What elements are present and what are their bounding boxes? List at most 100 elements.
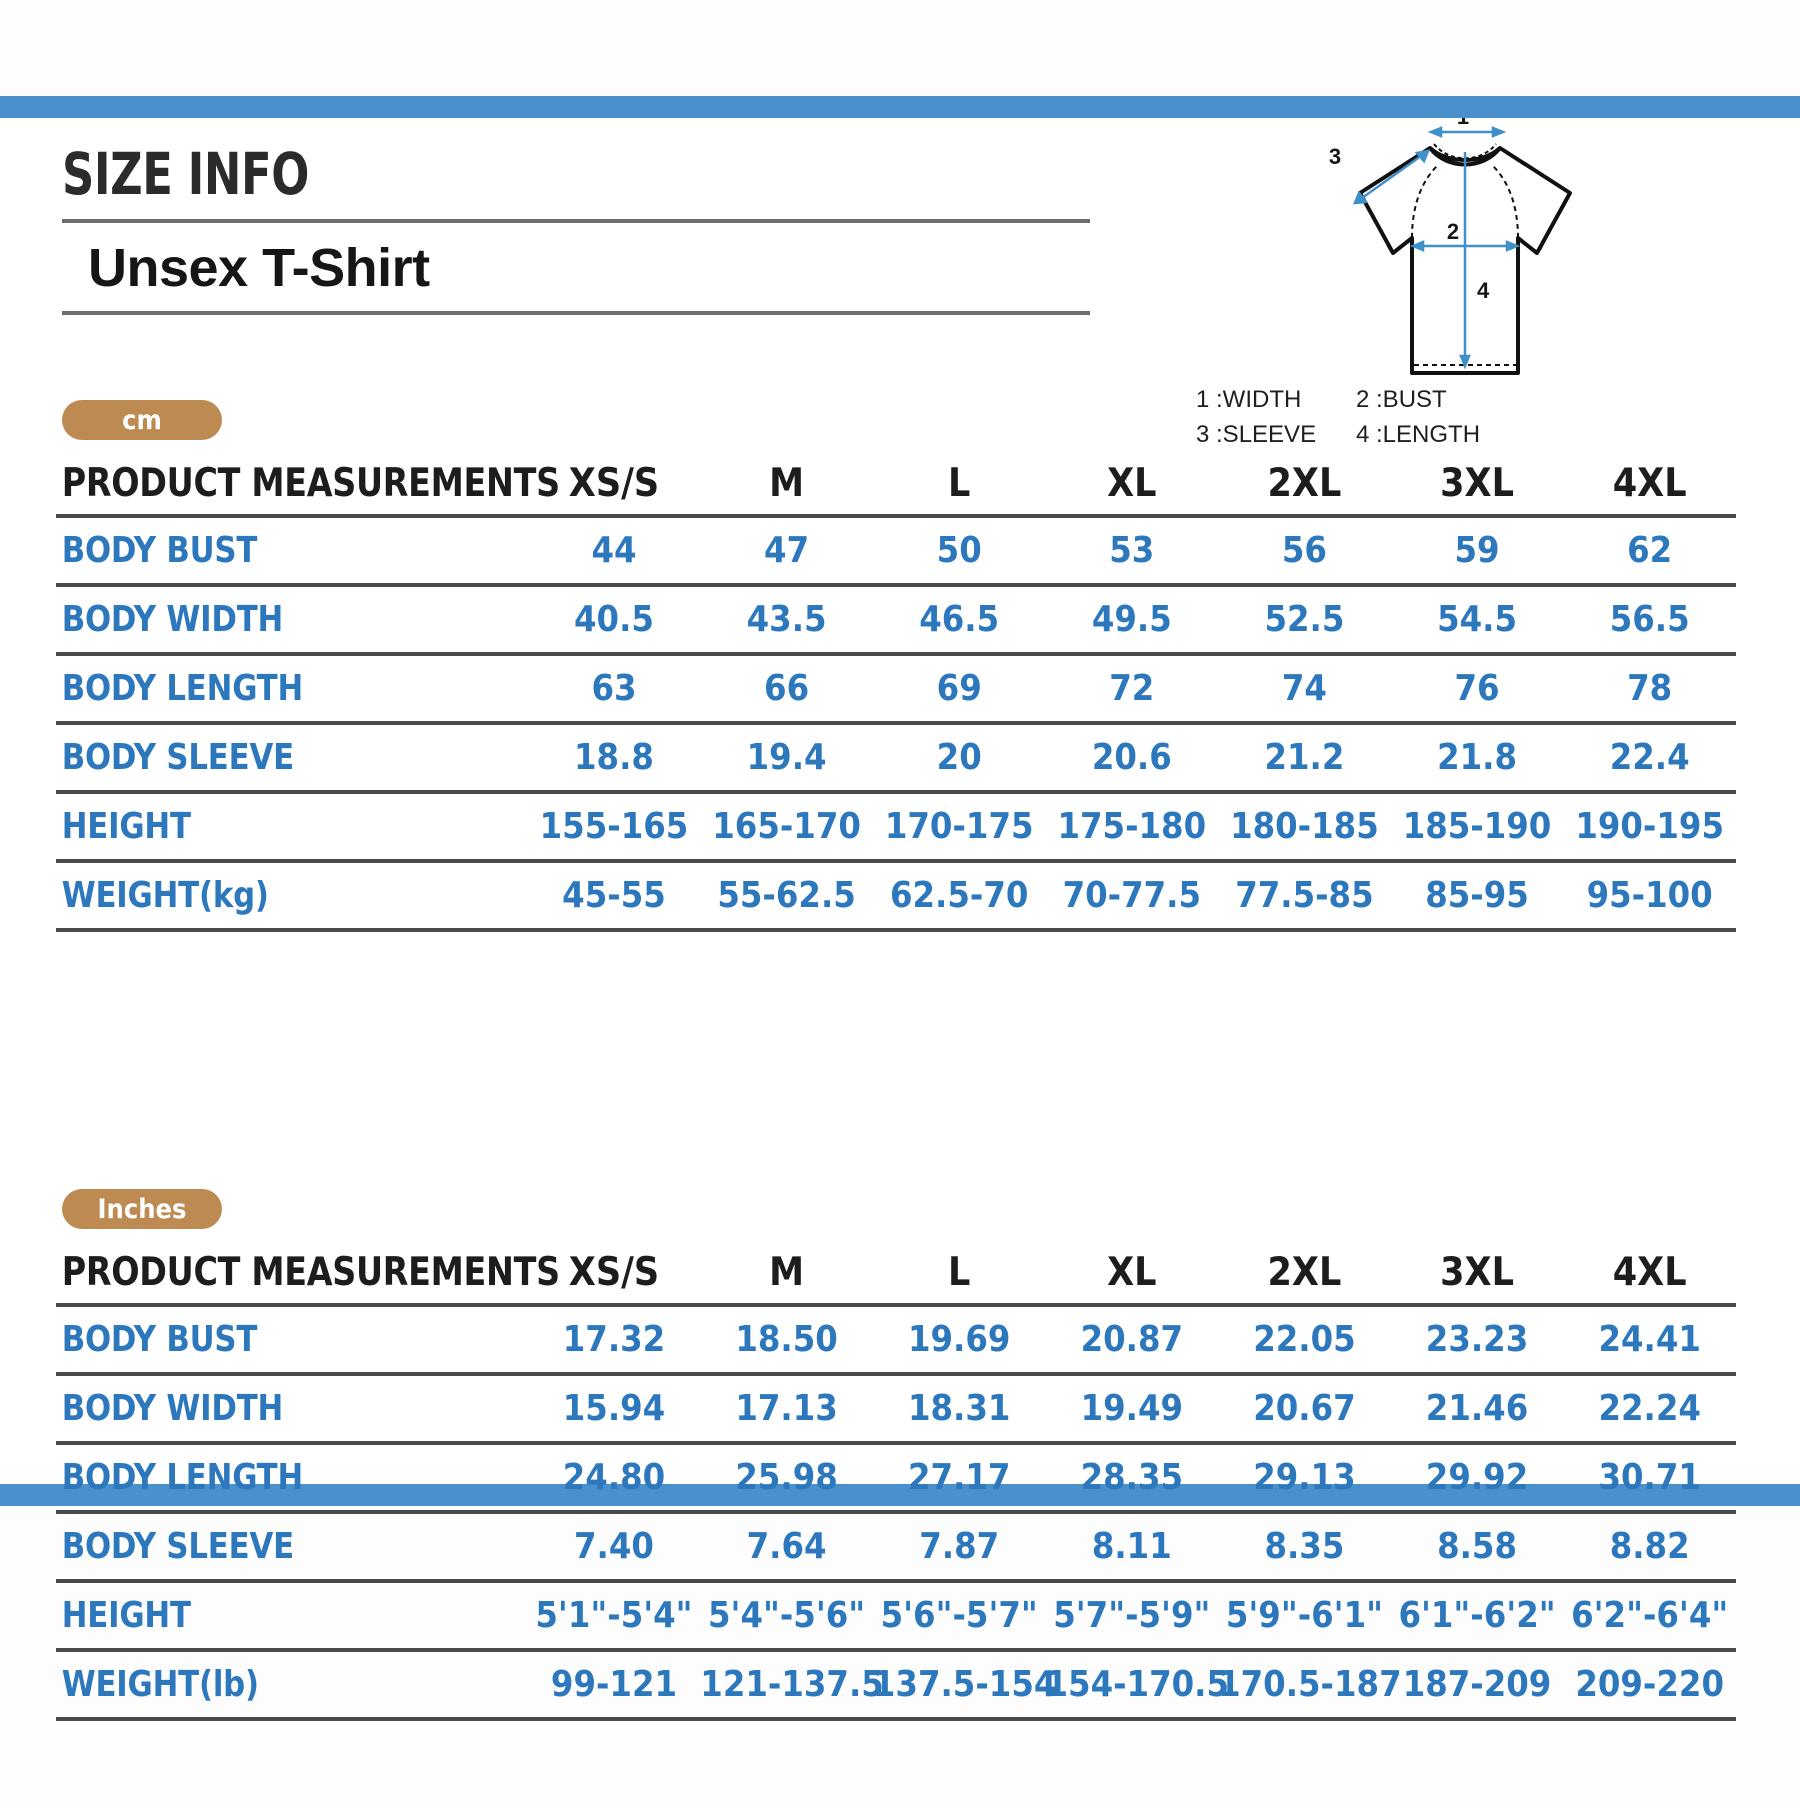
row-label: BODY SLEEVE bbox=[61, 737, 294, 778]
marker-3-label: 3 bbox=[1329, 144, 1341, 169]
cell-value: 49.5 bbox=[1091, 599, 1172, 640]
cell-value: 18.8 bbox=[574, 737, 654, 778]
cm-header-size-xss: XS/S bbox=[568, 460, 660, 506]
cell-value: 99-121 bbox=[550, 1664, 678, 1705]
cell-value: 19.69 bbox=[907, 1319, 1011, 1360]
row-label: BODY WIDTH bbox=[61, 1388, 284, 1429]
table-row: BODY WIDTH 15.94 17.13 18.31 19.49 20.67… bbox=[56, 1374, 1736, 1443]
inches-header-size-4xl: 4XL bbox=[1612, 1249, 1687, 1295]
table-row: HEIGHT 155-165 165-170 170-175 175-180 1… bbox=[56, 792, 1736, 861]
legend-length: 4 :LENGTH bbox=[1356, 420, 1481, 448]
cm-header-size-2xl: 2XL bbox=[1267, 460, 1342, 506]
row-label: BODY LENGTH bbox=[61, 668, 304, 709]
cm-header-size-3xl: 3XL bbox=[1440, 460, 1514, 506]
cell-value: 8.35 bbox=[1264, 1526, 1345, 1567]
cell-value: 74 bbox=[1281, 668, 1327, 709]
inches-header-measurements: PRODUCT MEASUREMENTS bbox=[61, 1249, 560, 1295]
tshirt-diagram-svg: 1 3 2 bbox=[1329, 104, 1572, 375]
row-label: BODY LENGTH bbox=[61, 1457, 304, 1498]
cell-value: 6'2"-6'4" bbox=[1571, 1595, 1729, 1636]
marker-2-label: 2 bbox=[1447, 219, 1459, 244]
cell-value: 8.11 bbox=[1091, 1526, 1172, 1567]
cm-table-head: PRODUCT MEASUREMENTS XS/S M L XL 2XL 3XL… bbox=[56, 452, 1736, 516]
product-subtitle: Unsex T-Shirt bbox=[88, 237, 430, 298]
inches-header-size-l: L bbox=[948, 1249, 971, 1295]
cell-value: 7.87 bbox=[919, 1526, 1000, 1567]
cell-value: 20 bbox=[936, 737, 982, 778]
row-label: BODY WIDTH bbox=[61, 599, 284, 640]
cell-value: 5'9"-6'1" bbox=[1225, 1595, 1383, 1636]
cell-value: 185-190 bbox=[1402, 806, 1552, 847]
cell-value: 24.80 bbox=[562, 1457, 666, 1498]
unit-badge-cm: cm bbox=[62, 400, 222, 440]
cell-value: 63 bbox=[591, 668, 637, 709]
legend-row: 3 :SLEEVE 4 :LENGTH bbox=[1196, 418, 1526, 453]
dimension-width-arrow bbox=[1427, 126, 1507, 138]
cell-value: 7.64 bbox=[746, 1526, 827, 1567]
cell-value: 50 bbox=[936, 530, 982, 571]
cell-value: 62.5-70 bbox=[889, 875, 1029, 916]
cell-value: 56.5 bbox=[1609, 599, 1690, 640]
table-row: BODY SLEEVE 7.40 7.64 7.87 8.11 8.35 8.5… bbox=[56, 1512, 1736, 1581]
cell-value: 25.98 bbox=[735, 1457, 838, 1498]
legend-sleeve: 3 :SLEEVE bbox=[1196, 420, 1317, 448]
dimension-length-arrow bbox=[1459, 152, 1471, 370]
marker-1-label: 1 bbox=[1457, 118, 1469, 129]
cell-value: 21.8 bbox=[1437, 737, 1517, 778]
cell-value: 5'4"-5'6" bbox=[708, 1595, 866, 1636]
row-label: HEIGHT bbox=[61, 1595, 191, 1636]
cell-value: 45-55 bbox=[562, 875, 666, 916]
cell-value: 20.6 bbox=[1091, 737, 1172, 778]
row-label: BODY BUST bbox=[61, 1319, 258, 1360]
cell-value: 155-165 bbox=[539, 806, 689, 847]
cell-value: 29.13 bbox=[1253, 1457, 1356, 1498]
page-title: SIZE INFO bbox=[62, 140, 309, 208]
row-label: WEIGHT(kg) bbox=[61, 875, 269, 916]
unit-badge-inches-label: Inches bbox=[97, 1193, 187, 1225]
right-sleeve-hem bbox=[1539, 196, 1568, 251]
cell-value: 21.46 bbox=[1425, 1388, 1529, 1429]
cell-value: 27.17 bbox=[907, 1457, 1011, 1498]
title-divider-top bbox=[62, 218, 1090, 223]
cell-value: 190-195 bbox=[1575, 806, 1724, 847]
cell-value: 29.92 bbox=[1425, 1457, 1529, 1498]
cm-header-measurements: PRODUCT MEASUREMENTS bbox=[61, 460, 560, 506]
row-label: BODY BUST bbox=[61, 530, 258, 571]
table-row: BODY SLEEVE 18.8 19.4 20 20.6 21.2 21.8 … bbox=[56, 723, 1736, 792]
cell-value: 46.5 bbox=[919, 599, 1000, 640]
cell-value: 69 bbox=[936, 668, 982, 709]
chart-sheet: SIZE INFO Unsex T-Shirt bbox=[0, 104, 1800, 1719]
cell-value: 19.49 bbox=[1080, 1388, 1184, 1429]
cell-value: 28.35 bbox=[1080, 1457, 1184, 1498]
cm-header-size-l: L bbox=[948, 460, 971, 506]
cell-value: 8.58 bbox=[1437, 1526, 1517, 1567]
inches-header-size-m: M bbox=[769, 1249, 805, 1295]
inches-table-body: BODY BUST 17.32 18.50 19.69 20.87 22.05 … bbox=[56, 1305, 1736, 1719]
cell-value: 21.2 bbox=[1264, 737, 1345, 778]
cell-value: 19.4 bbox=[746, 737, 827, 778]
table-row: BODY LENGTH 24.80 25.98 27.17 28.35 29.1… bbox=[56, 1443, 1736, 1512]
dimension-sleeve-arrow bbox=[1353, 149, 1430, 205]
bottom-accent-bar bbox=[0, 1484, 1800, 1506]
cell-value: 23.23 bbox=[1425, 1319, 1529, 1360]
cell-value: 8.82 bbox=[1609, 1526, 1690, 1567]
inches-size-table: PRODUCT MEASUREMENTS XS/S M L XL 2XL 3XL… bbox=[56, 1241, 1736, 1721]
cell-value: 70-77.5 bbox=[1062, 875, 1202, 916]
cell-value: 20.87 bbox=[1080, 1319, 1184, 1360]
left-sleeve-hem bbox=[1362, 196, 1391, 251]
cell-value: 62 bbox=[1627, 530, 1673, 571]
table-row: HEIGHT 5'1"-5'4" 5'4"-5'6" 5'6"-5'7" 5'7… bbox=[56, 1581, 1736, 1650]
cell-value: 165-170 bbox=[712, 806, 861, 847]
legend-row: 1 :WIDTH 2 :BUST bbox=[1196, 383, 1526, 418]
row-label: WEIGHT(lb) bbox=[61, 1664, 259, 1705]
diagram-legend: 1 :WIDTH 2 :BUST 3 :SLEEVE 4 :LENGTH bbox=[1196, 383, 1526, 453]
row-label: BODY SLEEVE bbox=[61, 1526, 294, 1567]
cell-value: 15.94 bbox=[562, 1388, 666, 1429]
cell-value: 5'1"-5'4" bbox=[535, 1595, 693, 1636]
cell-value: 154-170.5 bbox=[1045, 1664, 1230, 1705]
table-row: BODY LENGTH 63 66 69 72 74 76 78 bbox=[56, 654, 1736, 723]
cell-value: 54.5 bbox=[1437, 599, 1517, 640]
unit-badge-inches: Inches bbox=[62, 1189, 222, 1229]
right-sleeve-seam bbox=[1492, 165, 1519, 239]
cell-value: 18.50 bbox=[735, 1319, 838, 1360]
